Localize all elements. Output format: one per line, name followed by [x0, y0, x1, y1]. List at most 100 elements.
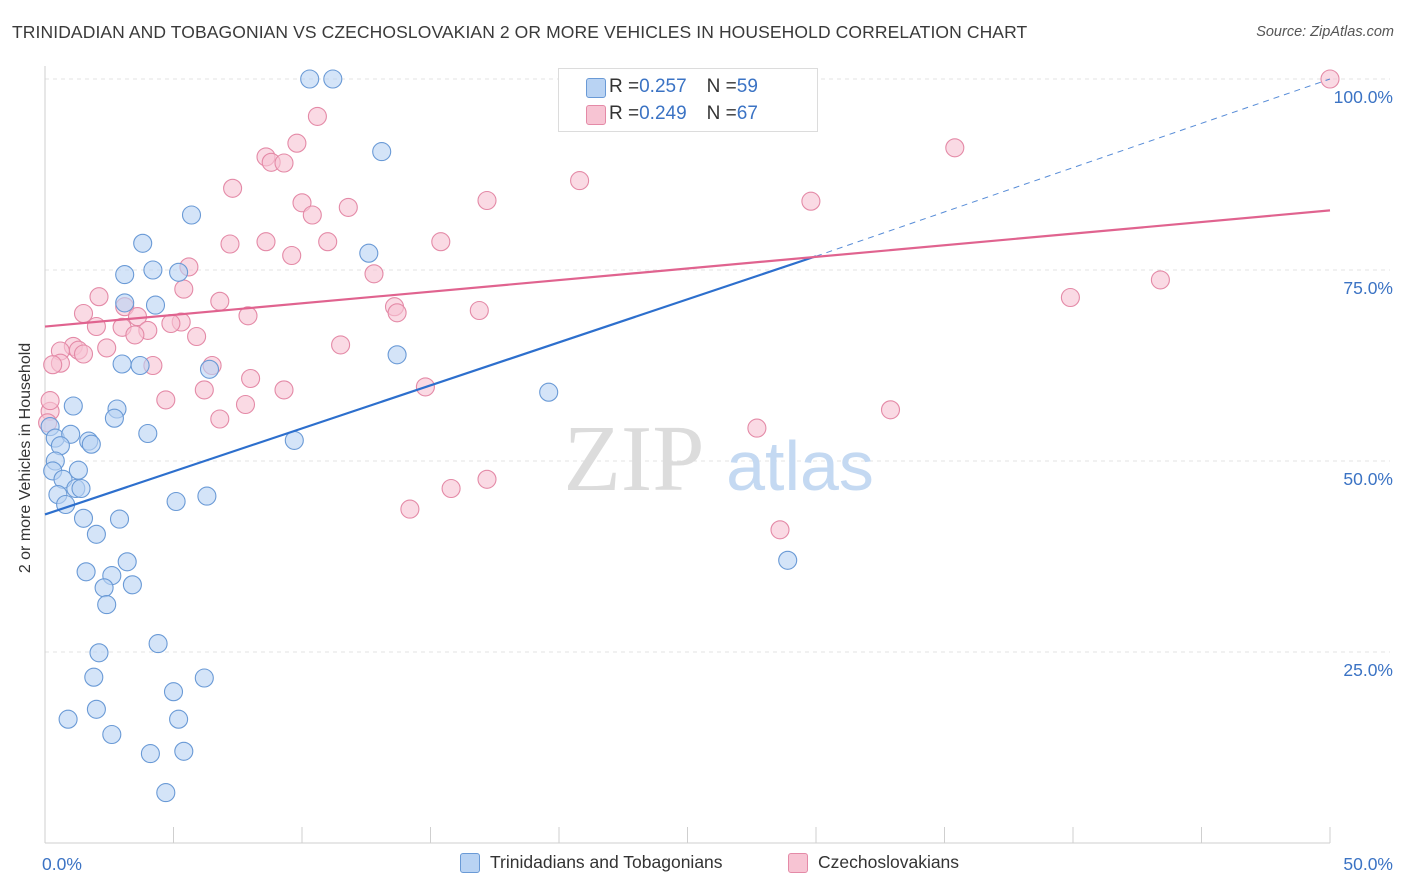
point-czechoslovakian [238, 306, 258, 326]
stats-box: R = 0.257 N = 59 R = 0.249 N = 67 [558, 68, 818, 132]
point-trinidadian [115, 293, 135, 313]
r-value: 0.257 [639, 76, 687, 97]
point-trinidadian [84, 667, 104, 687]
point-trinidadian [68, 460, 88, 480]
point-czechoslovakian [86, 316, 106, 337]
watermark: ZIP atlas [564, 407, 874, 511]
point-czechoslovakian [220, 234, 240, 254]
point-trinidadian [63, 396, 83, 416]
data-points [38, 69, 1340, 803]
point-trinidadian [94, 578, 114, 598]
point-trinidadian [156, 783, 176, 803]
y-tick-label: 50.0% [1343, 469, 1393, 489]
trend-line-trinidadian [44, 255, 817, 516]
n-value: 67 [736, 103, 758, 124]
point-czechoslovakian [477, 190, 497, 211]
point-trinidadian [169, 262, 189, 282]
point-czechoslovakian [469, 300, 489, 321]
point-czechoslovakian [477, 469, 497, 489]
point-trinidadian [387, 345, 407, 365]
point-czechoslovakian [210, 409, 230, 429]
point-trinidadian [109, 509, 130, 529]
point-czechoslovakian [1150, 270, 1170, 290]
point-trinidadian [148, 634, 168, 654]
point-czechoslovakian [210, 291, 230, 311]
point-trinidadian [300, 69, 320, 89]
legend-swatch-pink [788, 852, 808, 873]
point-czechoslovakian [89, 287, 109, 307]
point-czechoslovakian [431, 232, 451, 252]
point-trinidadian [199, 359, 220, 379]
n-label: N = [706, 76, 737, 97]
point-trinidadian [143, 260, 163, 280]
point-trinidadian [323, 69, 343, 89]
n-value: 59 [736, 76, 758, 97]
point-czechoslovakian [274, 380, 294, 400]
point-czechoslovakian [307, 106, 327, 126]
trend-line-czechoslovakian [44, 209, 1331, 328]
point-czechoslovakian [770, 520, 790, 540]
legend-item-trinidadians[interactable]: Trinidadians and Tobagonians [460, 852, 723, 873]
point-trinidadian [174, 741, 194, 761]
point-czechoslovakian [880, 400, 901, 420]
y-tick-label: 25.0% [1343, 660, 1393, 680]
point-trinidadian [130, 355, 150, 376]
y-tick-label: 75.0% [1343, 278, 1393, 298]
legend-label: Trinidadians and Tobagonians [490, 852, 723, 872]
point-czechoslovakian [292, 193, 312, 213]
point-czechoslovakian [97, 338, 117, 358]
point-czechoslovakian [747, 418, 767, 438]
point-czechoslovakian [43, 355, 63, 375]
point-trinidadian [194, 668, 214, 688]
point-trinidadian [163, 682, 184, 702]
r-label: R = [609, 76, 640, 97]
point-trinidadian [169, 709, 189, 729]
point-czechoslovakian [161, 313, 181, 334]
trend-line-trinidadian-extension [815, 78, 1331, 257]
point-czechoslovakian [570, 171, 590, 191]
point-czechoslovakian [302, 205, 322, 225]
point-czechoslovakian [364, 264, 384, 284]
x-tick-label: 0.0% [42, 854, 82, 874]
point-czechoslovakian [331, 335, 351, 355]
point-trinidadian [76, 562, 96, 582]
stats-row-trinidadian: R = 0.257 N = 59 [586, 75, 758, 99]
point-trinidadian [73, 508, 94, 528]
trend-lines [44, 78, 1331, 516]
gridlines [45, 78, 1390, 653]
tick-labels: 25.0% 50.0% 75.0% 100.0% 0.0% 50.0% [42, 87, 1393, 874]
point-czechoslovakian [282, 245, 302, 266]
point-czechoslovakian [441, 478, 461, 499]
point-czechoslovakian [73, 344, 94, 364]
point-czechoslovakian [256, 232, 276, 252]
point-trinidadian [86, 524, 106, 544]
stats-swatch-pink [586, 105, 606, 125]
point-trinidadian [81, 434, 101, 454]
point-trinidadian [86, 699, 106, 719]
point-trinidadian [133, 233, 153, 253]
y-axis-label: 2 or more Vehicles in Household [17, 342, 34, 574]
chart-title: TRINIDADIAN AND TOBAGONIAN VS CZECHOSLOV… [12, 22, 1028, 42]
point-czechoslovakian [223, 178, 243, 198]
legend-item-czechoslovakians[interactable]: Czechoslovakians [788, 852, 959, 873]
point-czechoslovakian [174, 279, 194, 299]
point-czechoslovakian [125, 325, 145, 345]
point-trinidadian [778, 550, 798, 570]
point-czechoslovakian [945, 138, 965, 158]
point-czechoslovakian [338, 197, 358, 217]
point-czechoslovakian [274, 153, 294, 173]
point-czechoslovakian [235, 394, 256, 415]
point-trinidadian [539, 382, 559, 402]
point-czechoslovakian [241, 368, 261, 389]
x-tick-label: 50.0% [1343, 854, 1393, 874]
point-trinidadian [372, 142, 392, 162]
point-trinidadian [138, 423, 158, 444]
point-czechoslovakian [194, 380, 214, 400]
n-label: N = [706, 103, 737, 124]
point-trinidadian [359, 243, 379, 263]
point-trinidadian [197, 486, 217, 506]
point-trinidadian [166, 491, 186, 512]
point-czechoslovakian [40, 391, 60, 411]
point-czechoslovakian [1060, 287, 1080, 308]
point-trinidadian [181, 205, 202, 225]
